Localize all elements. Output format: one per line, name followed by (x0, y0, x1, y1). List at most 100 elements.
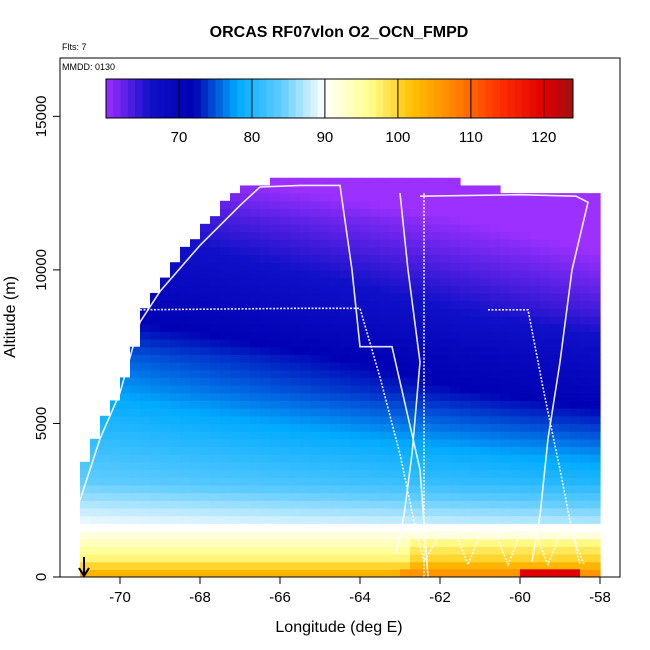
heatmap-cell (380, 438, 391, 448)
heatmap-cell (410, 369, 421, 378)
heatmap-cell (140, 500, 151, 509)
heatmap-cell (410, 438, 421, 448)
colorbar-segment (529, 79, 538, 118)
heatmap-cell (190, 331, 201, 340)
heatmap-cell (500, 354, 511, 363)
heatmap-cell (110, 431, 121, 440)
heatmap-cell (400, 538, 411, 547)
heatmap-cell (320, 346, 331, 355)
heatmap-cell (240, 385, 251, 394)
heatmap-cell (580, 254, 591, 263)
heatmap-cell (120, 500, 131, 509)
heatmap-cell (400, 216, 411, 225)
heatmap-cell (240, 308, 251, 317)
colorbar-frame (105, 78, 574, 119)
heatmap-cell (250, 354, 261, 363)
heatmap-cell (340, 331, 351, 340)
heatmap-cell (580, 515, 591, 524)
heatmap-cell (170, 377, 181, 386)
heatmap-cell (430, 362, 441, 371)
heatmap-cell (270, 193, 281, 202)
heatmap-cell (340, 285, 351, 294)
x-tick-label: -66 (269, 589, 291, 606)
heatmap-cell (390, 362, 401, 371)
heatmap-cell (590, 308, 601, 317)
heatmap-cell (340, 308, 351, 317)
heatmap-cell (230, 269, 241, 279)
heatmap-cell (340, 523, 351, 532)
heatmap-cell (500, 385, 511, 394)
heatmap-cell (390, 277, 401, 286)
heatmap-cell (260, 300, 271, 309)
heatmap-cell (350, 423, 361, 432)
heatmap-cell (480, 300, 491, 309)
heatmap-cell (420, 408, 431, 417)
heatmap-cell (290, 323, 301, 332)
heatmap-cell (240, 530, 251, 540)
heatmap-cell (570, 193, 581, 202)
heatmap-cell (500, 200, 511, 210)
heatmap-cell (540, 331, 551, 340)
heatmap-cell (550, 415, 561, 425)
heatmap-cell (570, 277, 581, 286)
heatmap-cell (460, 408, 471, 417)
heatmap-cell (290, 331, 301, 340)
heatmap-cell (470, 553, 481, 563)
heatmap-cell (420, 369, 431, 378)
heatmap-cell (280, 538, 291, 547)
heatmap-cell (560, 392, 571, 402)
heatmap-cell (190, 438, 201, 448)
heatmap-cell (500, 362, 511, 371)
heatmap-cell (270, 331, 281, 340)
heatmap-cell (480, 477, 491, 486)
heatmap-cell (300, 569, 311, 577)
heatmap-cell (260, 285, 271, 294)
heatmap-cell (490, 423, 501, 432)
heatmap-cell (520, 315, 531, 325)
heatmap-cell (280, 285, 291, 294)
heatmap-cell (490, 208, 501, 217)
heatmap-cell (180, 285, 191, 294)
heatmap-cell (430, 239, 441, 248)
heatmap-cell (280, 185, 291, 194)
heatmap-cell (410, 292, 421, 302)
heatmap-cell (440, 177, 451, 187)
heatmap-cell (580, 507, 591, 517)
heatmap-cell (330, 331, 341, 340)
colorbar: 70 80 90 100 110 120 (105, 78, 574, 146)
heatmap-cell (330, 438, 341, 448)
heatmap-cell (560, 246, 571, 256)
heatmap-cell (130, 507, 141, 517)
heatmap-cell (400, 423, 411, 432)
heatmap-cell (590, 530, 601, 540)
heatmap-cell (590, 477, 601, 486)
heatmap-cell (320, 469, 331, 478)
heatmap-cell (340, 231, 351, 240)
heatmap-cell (300, 185, 311, 194)
heatmap-cell (150, 354, 161, 363)
heatmap-cell (310, 208, 321, 217)
heatmap-cell (330, 223, 341, 233)
heatmap-cell (80, 507, 91, 517)
heatmap-cell (280, 461, 291, 471)
heatmap-cell (250, 569, 261, 577)
heatmap-cell (250, 415, 261, 425)
heatmap-cell (470, 538, 481, 547)
heatmap-cell (230, 415, 241, 425)
heatmap-cell (390, 338, 401, 348)
heatmap-cell (280, 315, 291, 325)
heatmap-cell (230, 515, 241, 524)
heatmap-cell (300, 515, 311, 524)
heatmap-cell (240, 415, 251, 425)
heatmap-cell (260, 454, 271, 463)
heatmap-cell (130, 569, 141, 577)
heatmap-cell (430, 446, 441, 455)
heatmap-cell (360, 300, 371, 309)
heatmap-cell (380, 346, 391, 355)
heatmap-cell (520, 300, 531, 309)
heatmap-cell (260, 392, 271, 402)
heatmap-cell (320, 300, 331, 309)
heatmap-cell (140, 523, 151, 532)
heatmap-cell (270, 561, 281, 570)
heatmap-cell (490, 193, 501, 202)
